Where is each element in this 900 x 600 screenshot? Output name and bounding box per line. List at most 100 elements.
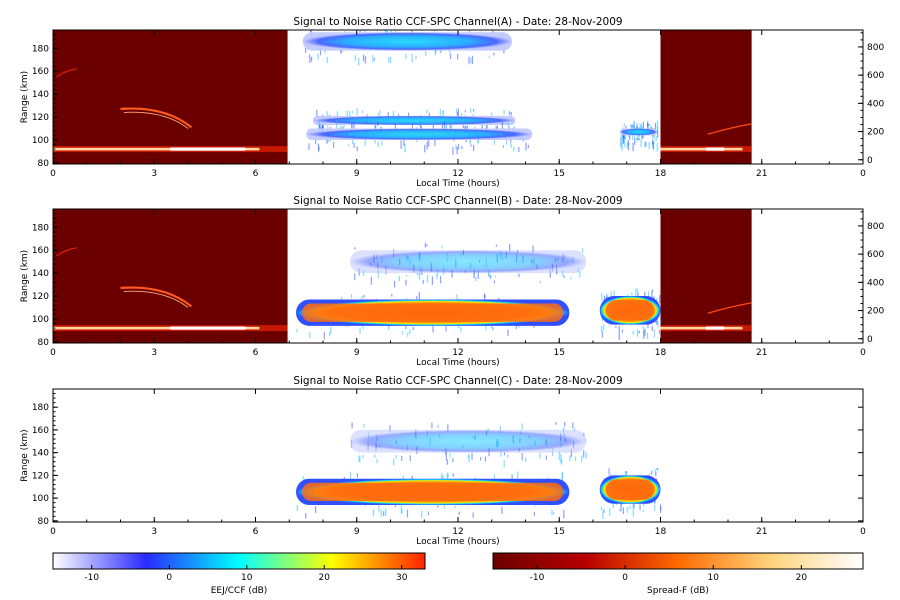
x-tick-label: 15 [554, 348, 565, 358]
ccf-speckle [409, 329, 411, 334]
ccf-speckle [432, 324, 434, 333]
colorbar-spread-f: -10 0 10 20 Spread-F (dB) [492, 552, 864, 596]
ccf-echo [312, 115, 516, 126]
ccf-speckle [316, 109, 318, 116]
y-axis-label: Range (km) [20, 429, 30, 481]
ccf-speckle [492, 30, 494, 34]
y2-tick-label: 800 [867, 43, 884, 53]
y-tick-label: 180 [32, 403, 49, 413]
ccf-speckle [621, 142, 623, 152]
ccf-speckle [363, 295, 365, 298]
ccf-speckle [509, 243, 511, 252]
ccf-speckle [412, 326, 414, 331]
y-tick-label: 100 [32, 494, 49, 504]
ccf-speckle [329, 331, 331, 337]
panel-title: Signal to Noise Ratio CCF-SPC Channel(C)… [293, 375, 622, 387]
ccf-speckle [563, 275, 565, 278]
ccf-speckle [632, 508, 634, 517]
ccf-speckle [362, 54, 365, 62]
ccf-echo-core [605, 479, 655, 500]
y-tick-label: 140 [32, 90, 49, 100]
spread-f-block [53, 209, 288, 343]
ccf-speckle [609, 508, 611, 516]
spread-f-arc [55, 247, 77, 257]
y-tick-label: 100 [32, 315, 49, 325]
ccf-speckle [309, 57, 311, 64]
ccf-speckle [405, 53, 407, 60]
ccf-speckle [602, 510, 604, 519]
ccf-speckle [385, 508, 387, 517]
ccf-speckle [489, 274, 492, 279]
colorbar-tick-label: 30 [396, 573, 408, 583]
ccf-speckle [643, 329, 645, 332]
colorbar-gradient [52, 552, 426, 570]
ccf-speckle [407, 332, 409, 337]
ccf-speckle [532, 245, 534, 254]
ccf-echo-core [605, 300, 655, 321]
ccf-speckle [409, 455, 411, 462]
ccf-speckle [493, 474, 495, 480]
plot-area [53, 209, 752, 343]
spread-f-band-core [660, 326, 743, 330]
ccf-speckle [427, 275, 429, 283]
ccf-speckle [377, 270, 379, 279]
ccf-speckle [562, 269, 564, 277]
colorbar-tick-label: 0 [622, 573, 628, 583]
y-axis-label: Range (km) [20, 71, 30, 123]
panel-1: 0 3 6 9 12 15 18 21 0801001201401601800200400600… [20, 16, 884, 189]
ccf-speckle [393, 280, 396, 288]
ccf-speckle [640, 123, 642, 130]
ccf-speckle [416, 296, 418, 299]
ccf-speckle [456, 108, 458, 113]
ccf-speckle [629, 133, 631, 140]
x-tick-label: 9 [354, 527, 360, 537]
colorbar-tick-label: -10 [530, 573, 545, 583]
ccf-speckle [468, 56, 470, 65]
ccf-speckle [493, 280, 496, 284]
x-axis-label: Local Time (hours) [416, 179, 499, 189]
ccf-speckle [492, 327, 494, 331]
ccf-speckle [656, 143, 658, 152]
ccf-speckle [403, 138, 405, 147]
ccf-speckle [326, 111, 328, 116]
ccf-echo [350, 429, 587, 453]
spread-f-arc [123, 111, 189, 129]
ccf-speckle [422, 279, 424, 284]
ccf-speckle [631, 292, 633, 296]
ccf-speckle [585, 452, 587, 459]
ccf-echo [306, 128, 533, 140]
y-tick-label: 120 [32, 113, 49, 123]
ccf-speckle [620, 137, 622, 146]
ccf-speckle [633, 503, 635, 509]
ccf-speckle [376, 458, 378, 464]
ccf-speckle [314, 506, 317, 514]
spread-f-arc [120, 286, 193, 308]
ccf-speckle [636, 137, 638, 143]
ccf-speckle [470, 144, 472, 147]
ccf-speckle [638, 137, 641, 141]
ccf-speckle [507, 329, 509, 336]
ccf-speckle [477, 270, 479, 280]
ccf-speckle [418, 273, 421, 280]
ccf-speckle [350, 294, 353, 299]
ccf-speckle [510, 143, 512, 148]
ccf-speckle [450, 122, 453, 130]
ccf-speckle [656, 126, 659, 134]
ccf-speckle [344, 30, 346, 33]
ccf-speckle [470, 57, 472, 64]
ccf-speckle [657, 468, 659, 471]
ccf-speckle [472, 512, 474, 518]
ccf-speckle [637, 132, 639, 140]
ccf-speckle [624, 141, 626, 148]
x-tick-label: 3 [151, 348, 157, 358]
x-tick-label: 21 [756, 169, 767, 179]
x-tick-label: 15 [554, 169, 565, 179]
ccf-speckle [627, 293, 629, 297]
ccf-speckle [416, 272, 419, 275]
panel-2: 0 3 6 9 12 15 18 21 0801001201401601800200400600… [20, 195, 884, 368]
panel-title: Signal to Noise Ratio CCF-SPC Channel(B)… [293, 195, 622, 207]
ccf-speckle [372, 509, 375, 517]
ccf-speckle [655, 138, 657, 142]
ccf-speckle [507, 454, 509, 458]
ccf-speckle [642, 121, 645, 131]
